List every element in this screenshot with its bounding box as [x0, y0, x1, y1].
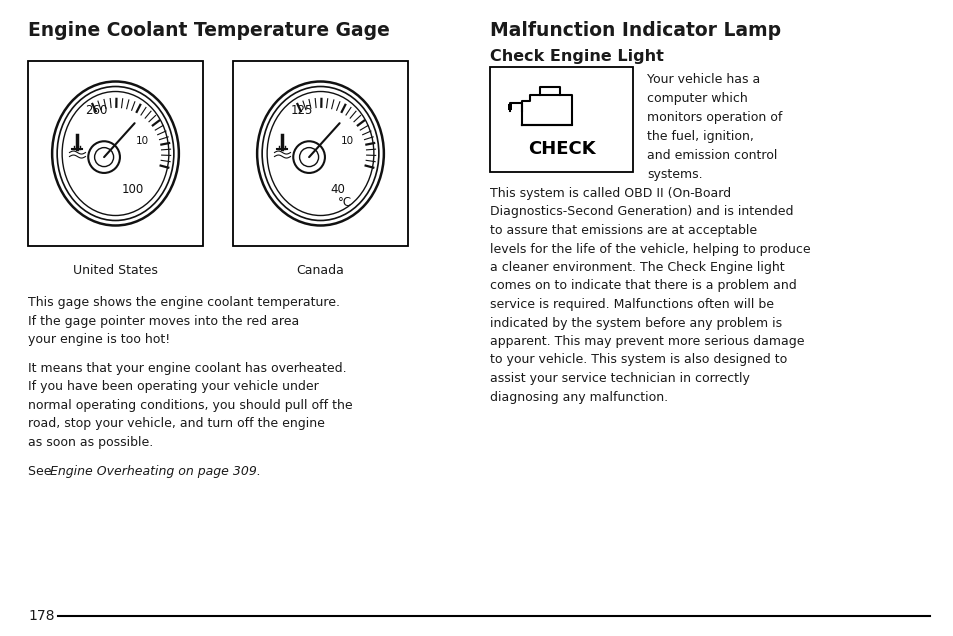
Text: This system is called OBD II (On-Board
Diagnostics-Second Generation) and is int: This system is called OBD II (On-Board D… — [490, 187, 810, 403]
Text: This gage shows the engine coolant temperature.
If the gage pointer moves into t: This gage shows the engine coolant tempe… — [28, 296, 339, 346]
Ellipse shape — [52, 81, 178, 226]
Ellipse shape — [57, 86, 173, 221]
Circle shape — [89, 141, 120, 173]
Text: Engine Coolant Temperature Gage: Engine Coolant Temperature Gage — [28, 21, 390, 40]
Ellipse shape — [262, 86, 378, 221]
Text: United States: United States — [73, 264, 158, 277]
Bar — [28, 61, 203, 246]
Polygon shape — [539, 87, 559, 95]
Bar — [508, 104, 512, 110]
Text: 100: 100 — [122, 183, 144, 196]
Polygon shape — [510, 103, 521, 111]
Text: Your vehicle has a
computer which
monitors operation of
the fuel, ignition,
and : Your vehicle has a computer which monito… — [646, 73, 781, 181]
Text: Engine Overheating on page 309.: Engine Overheating on page 309. — [50, 465, 260, 478]
Text: Malfunction Indicator Lamp: Malfunction Indicator Lamp — [490, 21, 781, 40]
Circle shape — [293, 141, 325, 173]
Text: Check Engine Light: Check Engine Light — [490, 49, 663, 64]
Text: 125: 125 — [291, 104, 313, 117]
Text: °C: °C — [337, 196, 352, 209]
Ellipse shape — [62, 92, 169, 216]
Text: 178: 178 — [28, 609, 54, 623]
Bar — [490, 67, 633, 172]
Text: 10: 10 — [340, 135, 354, 146]
Polygon shape — [521, 95, 572, 125]
Ellipse shape — [257, 81, 383, 226]
Circle shape — [299, 148, 318, 167]
Text: CHECK: CHECK — [527, 140, 595, 158]
Text: 260: 260 — [86, 104, 108, 117]
Text: 10: 10 — [135, 135, 149, 146]
Text: Canada: Canada — [296, 264, 344, 277]
Bar — [233, 61, 408, 246]
Text: See: See — [28, 465, 55, 478]
Text: It means that your engine coolant has overheated.
If you have been operating you: It means that your engine coolant has ov… — [28, 362, 353, 449]
Text: 40: 40 — [331, 183, 345, 196]
Ellipse shape — [267, 92, 374, 216]
Circle shape — [94, 148, 113, 167]
